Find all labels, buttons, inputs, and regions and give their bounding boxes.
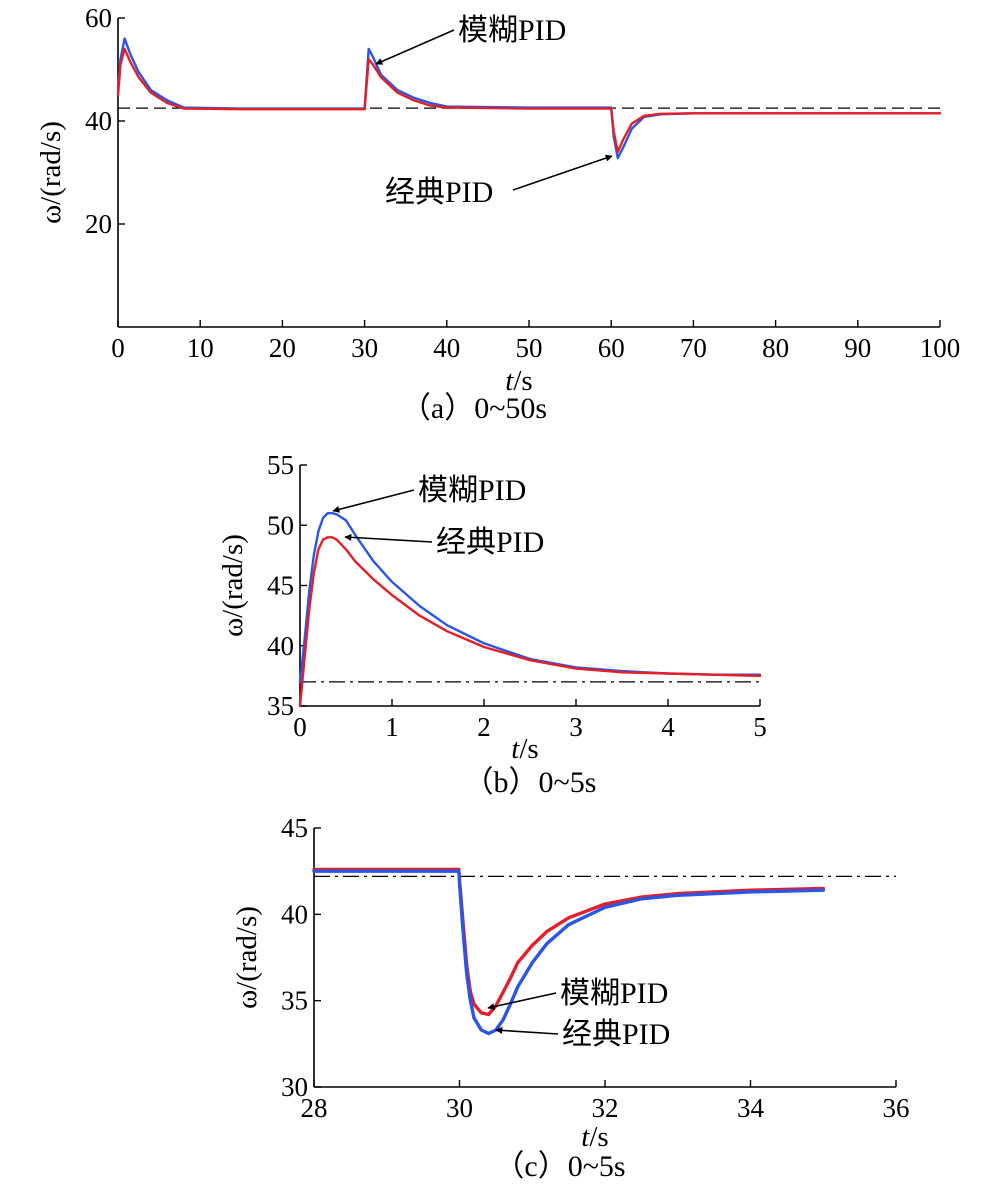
- x-tick-label: 70: [680, 333, 707, 363]
- x-tick-label: 60: [598, 333, 625, 363]
- chart-caption: （b）0~5s: [464, 766, 597, 799]
- series-line-2: [312, 869, 825, 1036]
- x-tick-label: 20: [269, 333, 296, 363]
- annotation-arrow: [495, 1026, 559, 1035]
- y-axis-label: ω/(rad/s): [217, 534, 249, 637]
- chart-panel-3: 28 30 32 34 3630354045模糊PID经典PIDω/(rad/s)t/s…: [231, 813, 910, 1183]
- annotation-label: 经典PID: [436, 526, 544, 559]
- x-tick-label: 36: [883, 1093, 910, 1123]
- y-axis-label: ω/(rad/s): [231, 906, 263, 1009]
- x-tick-label: 40: [433, 333, 460, 363]
- y-tick-label: 60: [85, 3, 112, 33]
- x-axis-label: t/s: [581, 1121, 608, 1153]
- annotation-arrow: [375, 29, 455, 65]
- annotation-arrow: [512, 154, 613, 191]
- x-axis-label: t/s: [505, 365, 532, 397]
- x-tick-label: 0: [293, 712, 307, 742]
- series-line-2: [298, 536, 762, 708]
- annotation-arrow: [344, 533, 433, 543]
- chart-caption: （a）0~50s: [401, 392, 547, 425]
- y-axis-label: ω/(rad/s): [35, 121, 67, 224]
- x-tick-label: 90: [844, 333, 871, 363]
- annotation-label: 经典PID: [385, 176, 493, 209]
- x-tick-label: 100: [920, 333, 961, 363]
- y-tick-label: 35: [281, 986, 308, 1016]
- x-tick-label: 50: [516, 333, 543, 363]
- y-tick-label: 40: [85, 106, 112, 136]
- x-tick-label: 80: [762, 333, 789, 363]
- x-tick-label: 2: [477, 712, 491, 742]
- x-tick-label: 10: [187, 333, 214, 363]
- x-tick-label: 4: [661, 712, 675, 742]
- x-tick-label: 5: [753, 712, 767, 742]
- x-axis-label-unit: /s: [589, 1121, 608, 1153]
- y-tick-label: 50: [267, 510, 294, 540]
- annotation-arrow: [332, 489, 415, 513]
- y-tick-label: 40: [281, 899, 308, 929]
- chart-panel-2: 0 1 2 3 4 53540455055模糊PID经典PIDω/(rad/s)t/s（b…: [217, 450, 767, 799]
- annotation-label: 模糊PID: [560, 977, 668, 1010]
- annotation-label: 经典PID: [562, 1018, 670, 1051]
- annotation-arrow: [487, 992, 557, 1011]
- x-axis-label-symbol: t: [511, 733, 520, 765]
- y-tick-label: 30: [281, 1072, 308, 1102]
- y-tick-label: 20: [85, 209, 112, 239]
- x-axis-label: t/s: [511, 733, 538, 765]
- x-tick-label: 3: [569, 712, 583, 742]
- series-line-1: [116, 37, 942, 160]
- chart-panel-1: 0 10 20 30 40 50 60 70 80 90 100 20 40 60 模糊PID 经典PID ω/…: [35, 3, 960, 425]
- x-tick-label: 32: [592, 1093, 619, 1123]
- x-tick-label: 0: [111, 333, 125, 363]
- x-axis-label-symbol: t: [505, 365, 514, 397]
- chart-caption: （c）0~5s: [494, 1150, 625, 1183]
- series-line-2: [116, 47, 942, 154]
- y-tick-label: 55: [267, 450, 294, 480]
- x-axis-label-unit: /s: [513, 365, 532, 397]
- x-tick-label: 34: [737, 1093, 765, 1123]
- x-tick-label: 1: [385, 712, 399, 742]
- x-tick-label: 30: [446, 1093, 473, 1123]
- annotation-label: 模糊PID: [458, 14, 566, 47]
- y-tick-label: 45: [267, 571, 294, 601]
- x-tick-label: 30: [351, 333, 378, 363]
- y-tick-label: 40: [267, 631, 294, 661]
- x-tick-label: 28: [301, 1093, 328, 1123]
- x-axis-label-symbol: t: [581, 1121, 590, 1153]
- y-tick-label: 35: [267, 691, 294, 721]
- y-tick-label: 45: [281, 813, 308, 843]
- x-axis-label-unit: /s: [519, 733, 538, 765]
- annotation-label: 模糊PID: [418, 474, 526, 507]
